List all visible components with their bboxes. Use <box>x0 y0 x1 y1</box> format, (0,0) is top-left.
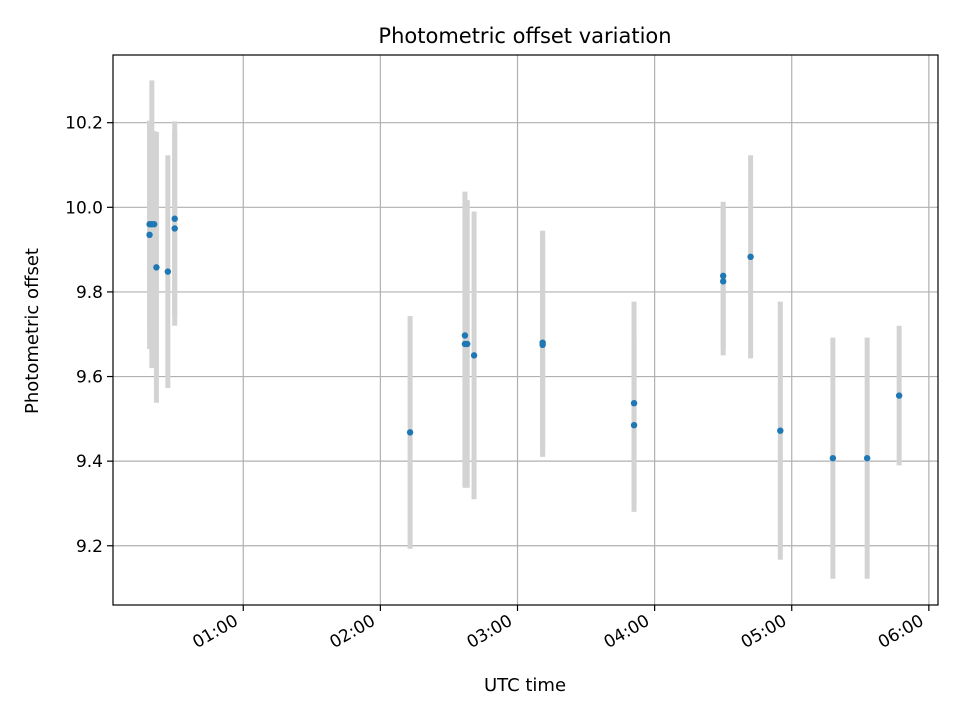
x-tick-label: 01:00 <box>189 611 241 653</box>
data-point <box>863 454 871 462</box>
data-point <box>406 429 414 436</box>
data-points <box>146 215 903 462</box>
data-point <box>719 278 727 285</box>
x-tick-label: 04:00 <box>601 611 653 653</box>
y-tick-label: 9.6 <box>76 368 103 388</box>
x-axis-label: UTC time <box>484 675 566 696</box>
y-tick-label: 9.4 <box>76 452 103 472</box>
x-tick-label: 03:00 <box>464 611 516 653</box>
data-point <box>829 454 837 462</box>
y-tick-label: 10.2 <box>65 114 103 134</box>
y-tick-label: 10.0 <box>65 198 103 218</box>
data-point <box>630 421 638 429</box>
error-bars <box>147 80 902 579</box>
data-point <box>747 253 754 261</box>
data-point <box>164 268 172 275</box>
x-axis-ticks: 01:00 02:00 03:00 04:00 05:00 06:00 <box>189 605 930 653</box>
data-point <box>146 231 153 239</box>
x-tick-label: 02:00 <box>326 611 378 653</box>
data-point <box>153 264 160 271</box>
y-axis-ticks: 9.2 9.4 9.6 9.8 10.0 10.2 <box>65 114 113 557</box>
data-point <box>171 225 178 232</box>
data-point <box>461 332 469 339</box>
data-point <box>470 352 478 359</box>
data-point <box>895 392 903 399</box>
data-point <box>464 340 471 348</box>
data-point <box>630 399 638 407</box>
x-tick-label: 06:00 <box>875 611 927 653</box>
data-point <box>719 272 727 280</box>
y-tick-label: 9.2 <box>76 537 103 557</box>
y-tick-label: 9.8 <box>76 283 103 303</box>
x-tick-label: 05:00 <box>738 611 790 653</box>
data-point <box>539 341 546 349</box>
plot-frame <box>112 54 939 606</box>
data-point <box>171 215 178 222</box>
data-point <box>150 221 158 228</box>
data-point <box>777 427 784 434</box>
chart-title: Photometric offset variation <box>378 24 671 48</box>
grid-lines <box>113 55 938 605</box>
y-axis-label: Photometric offset <box>22 248 43 414</box>
